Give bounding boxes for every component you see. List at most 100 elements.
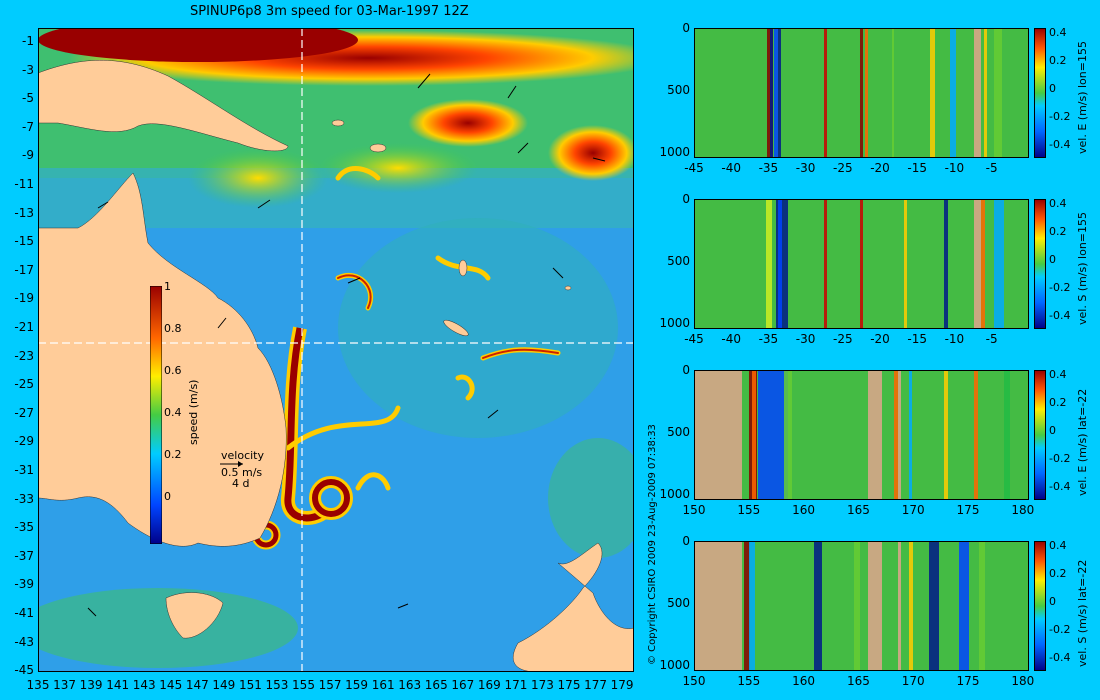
section-colorbar-tick: -0.4 bbox=[1049, 651, 1071, 664]
section-colorbar bbox=[1034, 28, 1046, 158]
lat-tick: -9 bbox=[22, 148, 34, 163]
speed-colorbar-tick: 0 bbox=[164, 490, 171, 503]
section-depth-tick: 1000 bbox=[659, 487, 690, 501]
section-colorbar-label: vel. S (m/s) lat=-22 bbox=[1076, 559, 1089, 667]
lat-tick: -5 bbox=[22, 91, 34, 106]
velocity-key-arrow bbox=[220, 461, 243, 467]
section-colorbar-label: vel. S (m/s) lon=155 bbox=[1076, 211, 1089, 325]
lon-tick: 169 bbox=[477, 678, 501, 692]
lon-tick: 175 bbox=[557, 678, 581, 692]
section-depth-tick: 0 bbox=[682, 21, 690, 35]
section-x-tick: -5 bbox=[985, 161, 998, 175]
section-x-tick: 150 bbox=[682, 674, 706, 688]
section-x-tick: -5 bbox=[985, 332, 998, 346]
section-panel-1 bbox=[694, 28, 1029, 158]
section-x-tick: 155 bbox=[737, 674, 761, 688]
lon-tick: 159 bbox=[345, 678, 369, 692]
lon-tick: 135 bbox=[26, 678, 50, 692]
section-colorbar-tick: 0.4 bbox=[1049, 539, 1067, 552]
speed-colorbar-tick: 0.6 bbox=[164, 364, 182, 377]
section-x-tick: -10 bbox=[944, 332, 965, 346]
section-depth-tick: 1000 bbox=[659, 658, 690, 672]
section-panel-3 bbox=[694, 370, 1029, 500]
lon-tick: 147 bbox=[185, 678, 209, 692]
section-depth-tick: 500 bbox=[667, 425, 690, 439]
lon-tick: 161 bbox=[371, 678, 395, 692]
section-x-tick: -40 bbox=[721, 332, 741, 346]
lon-tick: 139 bbox=[79, 678, 103, 692]
section-colorbar-tick: 0.4 bbox=[1049, 26, 1067, 39]
land-new-guinea bbox=[38, 60, 289, 152]
section-depth-tick: 1000 bbox=[659, 145, 690, 159]
lat-tick: -41 bbox=[14, 606, 34, 620]
section-x-tick: -35 bbox=[758, 161, 779, 175]
section-x-tick: 175 bbox=[956, 674, 980, 688]
section-colorbar-tick: 0 bbox=[1049, 82, 1056, 95]
section-x-tick: 170 bbox=[901, 674, 925, 688]
lat-tick: -19 bbox=[14, 291, 34, 306]
section-depth-tick: 500 bbox=[667, 254, 690, 268]
lat-tick: -27 bbox=[14, 405, 34, 420]
lat-tick: -15 bbox=[14, 234, 34, 249]
section-colorbar-tick: 0.4 bbox=[1049, 197, 1067, 210]
section-x-tick: -25 bbox=[832, 332, 853, 346]
lon-tick: 177 bbox=[584, 678, 607, 692]
section-panel-4 bbox=[694, 541, 1029, 671]
lat-tick: -35 bbox=[14, 520, 34, 535]
land-tasmania bbox=[165, 592, 224, 639]
speed-colorbar-tick: 0.2 bbox=[164, 448, 182, 461]
speed-colorbar bbox=[150, 286, 162, 544]
section-colorbar-tick: 0.2 bbox=[1049, 567, 1067, 580]
section-x-tick: -25 bbox=[832, 161, 853, 175]
land-new-zealand bbox=[513, 542, 634, 672]
speed-map bbox=[38, 28, 634, 672]
section-x-tick: 170 bbox=[901, 503, 925, 517]
section-colorbar-label: vel. E (m/s) lon=155 bbox=[1076, 41, 1089, 154]
section-x-tick: -15 bbox=[907, 332, 927, 346]
lat-tick: -33 bbox=[14, 491, 34, 506]
lon-tick: 165 bbox=[424, 678, 448, 692]
speed-colorbar-tick: 0.8 bbox=[164, 322, 182, 335]
section-colorbar bbox=[1034, 370, 1046, 500]
lon-tick: 157 bbox=[318, 678, 342, 692]
lat-tick: -45 bbox=[14, 663, 34, 678]
lat-tick: -1 bbox=[22, 34, 34, 48]
map-frame bbox=[38, 28, 634, 672]
section-colorbar-tick: 0 bbox=[1049, 424, 1056, 437]
velocity-key-duration: 4 d bbox=[232, 477, 250, 490]
lon-tick: 179 bbox=[610, 678, 634, 692]
section-x-tick: -20 bbox=[870, 332, 890, 346]
section-depth-tick: 1000 bbox=[659, 316, 690, 330]
section-x-tick: 165 bbox=[846, 674, 870, 688]
section-colorbar-tick: -0.4 bbox=[1049, 138, 1071, 151]
lat-tick: -3 bbox=[22, 62, 34, 77]
lat-tick: -11 bbox=[14, 177, 34, 191]
speed-colorbar-label: speed (m/s) bbox=[187, 379, 200, 445]
section-depth-tick: 0 bbox=[682, 192, 690, 206]
lon-tick: 163 bbox=[398, 678, 422, 692]
lon-tick: 151 bbox=[238, 678, 262, 692]
section-colorbar-tick: -0.4 bbox=[1049, 480, 1071, 493]
section-colorbar-tick: -0.2 bbox=[1049, 452, 1071, 465]
section-colorbar-tick: 0 bbox=[1049, 253, 1056, 266]
section-x-tick: -20 bbox=[870, 161, 890, 175]
section-x-tick: 160 bbox=[792, 503, 816, 517]
velocity-arrows bbox=[87, 73, 606, 617]
section-x-tick: -30 bbox=[795, 332, 816, 346]
section-x-tick: 155 bbox=[737, 503, 761, 517]
section-colorbar-tick: 0.2 bbox=[1049, 54, 1067, 67]
lon-tick: 149 bbox=[212, 678, 236, 692]
lat-tick: -31 bbox=[14, 463, 34, 477]
section-x-tick: 165 bbox=[846, 503, 870, 517]
section-x-tick: 180 bbox=[1011, 674, 1035, 688]
section-x-tick: -15 bbox=[907, 161, 927, 175]
lat-tick: -17 bbox=[14, 262, 34, 277]
lat-tick: -7 bbox=[22, 119, 34, 134]
section-x-tick: 175 bbox=[956, 503, 980, 517]
section-colorbar bbox=[1034, 199, 1046, 329]
lon-tick: 173 bbox=[530, 678, 554, 692]
velocity-key-title: velocity bbox=[221, 449, 264, 462]
section-panel-2 bbox=[694, 199, 1029, 329]
lat-tick: -37 bbox=[14, 548, 34, 563]
lon-tick: 153 bbox=[265, 678, 289, 692]
